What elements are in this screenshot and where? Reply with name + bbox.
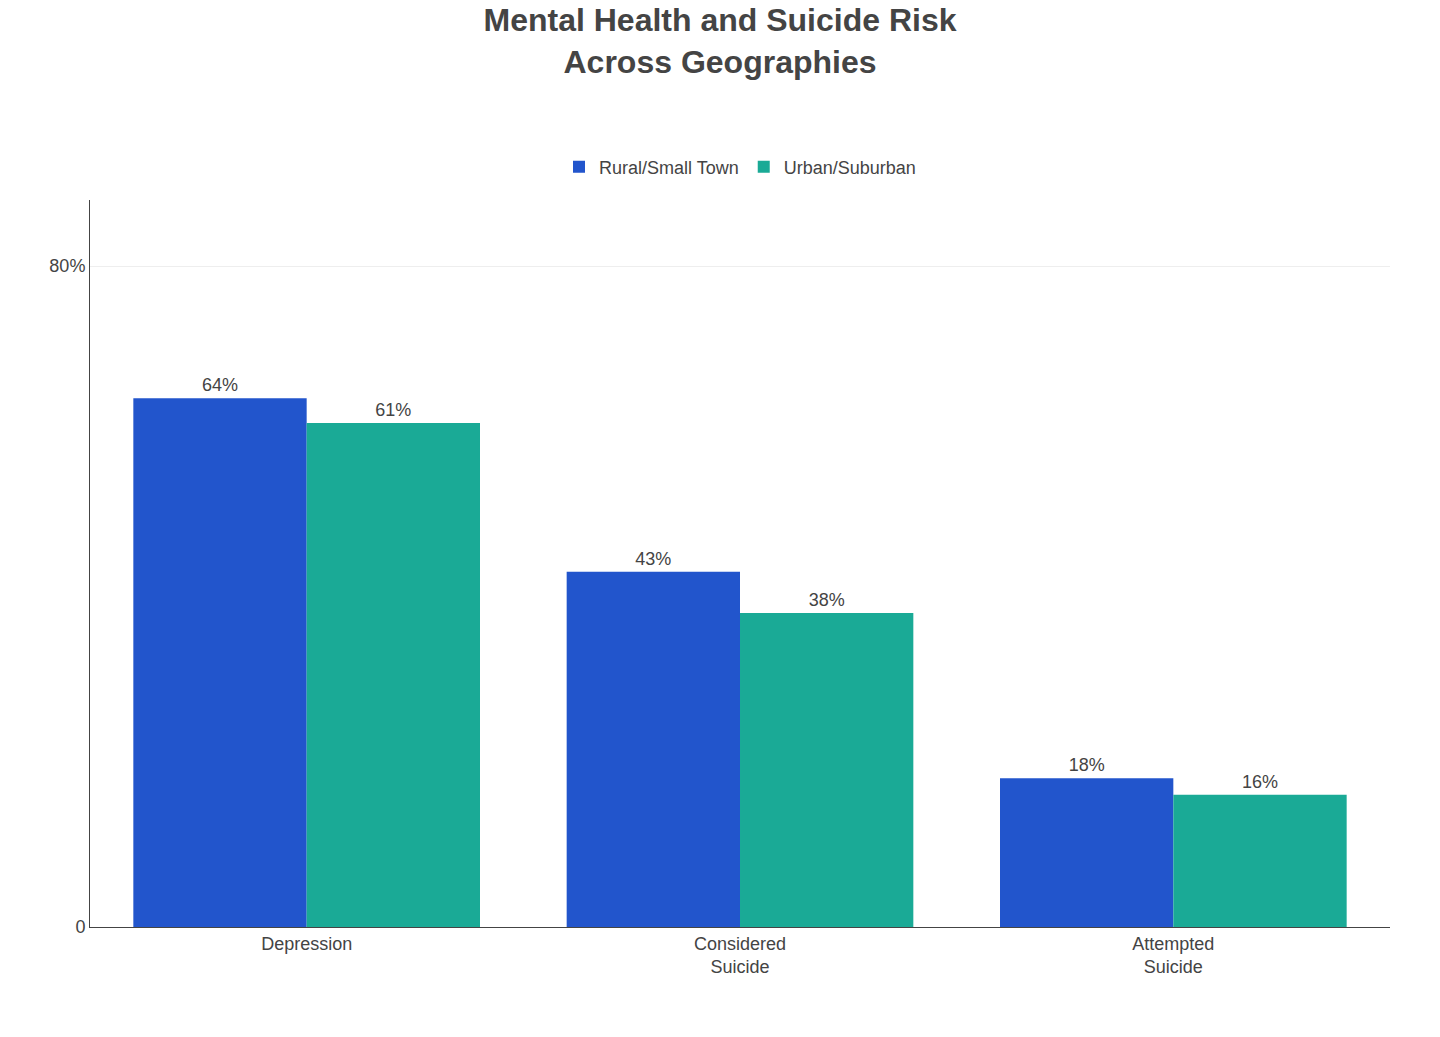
svg-text:Urban/Suburban: Urban/Suburban — [784, 158, 916, 178]
svg-text:Rural/Small Town: Rural/Small Town — [599, 158, 739, 178]
svg-text:0: 0 — [75, 917, 85, 937]
svg-text:80%: 80% — [49, 256, 85, 276]
svg-text:Mental Health and Suicide Risk: Mental Health and Suicide RiskAcross Geo… — [484, 2, 957, 80]
svg-text:38%: 38% — [809, 590, 845, 610]
svg-text:18%: 18% — [1069, 755, 1105, 775]
svg-text:Depression: Depression — [261, 934, 352, 954]
svg-text:64%: 64% — [202, 375, 238, 395]
svg-text:61%: 61% — [375, 400, 411, 420]
svg-text:ConsideredSuicide: ConsideredSuicide — [694, 934, 786, 977]
svg-text:43%: 43% — [635, 549, 671, 569]
svg-text:16%: 16% — [1242, 772, 1278, 792]
svg-text:AttemptedSuicide: AttemptedSuicide — [1132, 934, 1214, 977]
